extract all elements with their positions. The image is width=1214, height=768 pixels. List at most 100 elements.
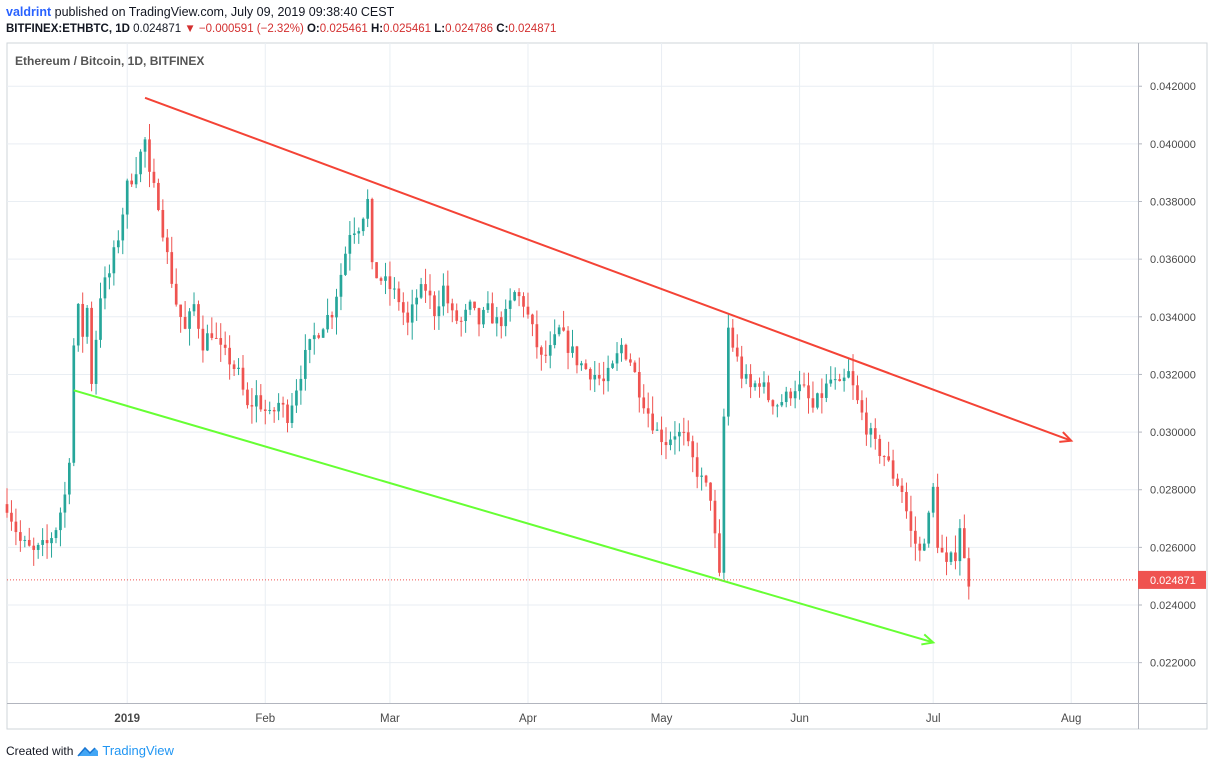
chart-frame	[6, 42, 1208, 730]
y-tick-label: 0.028000	[1150, 485, 1196, 497]
x-tick-label: Feb	[255, 713, 275, 725]
candle-body	[424, 284, 427, 291]
candle-body	[112, 247, 116, 274]
candle-body	[442, 285, 445, 307]
candle-body	[303, 349, 307, 379]
candle-body	[183, 316, 187, 329]
candle-body	[170, 252, 174, 284]
candle-body	[428, 290, 432, 296]
candle-body	[824, 383, 828, 398]
candle-body	[165, 237, 169, 253]
resistance-trendline	[144, 96, 1072, 442]
candle-body	[477, 308, 481, 325]
y-tick-label: 0.026000	[1150, 542, 1196, 554]
high-value: 0.025461	[383, 23, 432, 35]
candle-body	[802, 384, 806, 386]
resistance-arrowhead	[1059, 431, 1074, 443]
candle-body	[139, 151, 142, 175]
candle-body	[789, 391, 793, 399]
candle-body	[10, 512, 13, 522]
candle-body	[486, 303, 490, 310]
candle-body	[655, 429, 659, 431]
candle-body	[767, 382, 770, 401]
candle-body	[967, 558, 971, 587]
candle-body	[94, 339, 98, 384]
x-tick-label: 2019	[114, 713, 140, 725]
candle-body	[366, 198, 370, 219]
candle-body	[508, 300, 512, 309]
high-label: H:	[370, 23, 384, 35]
candle-body	[473, 301, 476, 309]
candle-body	[909, 511, 913, 531]
candle-body	[526, 306, 530, 315]
x-tick-label: Mar	[380, 713, 400, 725]
candle-body	[130, 180, 134, 185]
candle-body	[838, 379, 842, 382]
candle-body	[45, 540, 49, 544]
trendlines[interactable]	[73, 96, 1074, 646]
candle-body	[108, 273, 111, 278]
candle-body	[335, 296, 338, 318]
candle-body	[357, 231, 361, 234]
candle-body	[629, 359, 632, 363]
candle-body	[544, 354, 548, 356]
candle-body	[19, 532, 22, 541]
tradingview-logo-icon	[77, 746, 99, 756]
candle-body	[317, 335, 321, 338]
candle-body	[415, 297, 418, 305]
candle-body	[709, 482, 712, 501]
candle-body	[255, 395, 258, 407]
current-price-label-bg	[1138, 570, 1206, 589]
candle-body	[286, 404, 289, 423]
candle-body	[437, 306, 441, 317]
x-tick-label: Apr	[519, 713, 537, 725]
candle-body	[695, 457, 699, 477]
candle-body	[179, 304, 182, 317]
candle-body	[860, 400, 864, 413]
candle-body	[811, 398, 815, 408]
candle-body	[192, 304, 196, 312]
author-name[interactable]: valdrint	[6, 5, 52, 19]
candle-body	[735, 347, 739, 357]
tradingview-brand[interactable]: TradingView	[102, 743, 174, 758]
candle-body	[5, 504, 9, 513]
candle-body	[664, 442, 668, 446]
candle-body	[633, 362, 637, 373]
footer: Created with TradingView	[6, 743, 174, 758]
candle-body	[905, 491, 908, 512]
candle-body	[829, 379, 833, 384]
candle-body	[210, 333, 214, 338]
candle-body	[873, 428, 877, 439]
close-label: C:	[496, 23, 509, 35]
candle-body	[326, 314, 329, 330]
open-label: O:	[306, 23, 320, 35]
candle-body	[669, 439, 672, 446]
candle-body	[161, 209, 165, 238]
candle-body	[740, 356, 744, 379]
y-tick-label: 0.036000	[1150, 254, 1196, 266]
candle-body	[401, 302, 405, 313]
candle-body	[157, 182, 160, 210]
candle-body	[219, 338, 223, 345]
candle-body	[798, 384, 801, 392]
y-tick-label: 0.040000	[1150, 139, 1196, 151]
candle-body	[691, 441, 695, 458]
candle-body	[459, 320, 463, 322]
price-axis[interactable]: 0.042000 0.040000 0.038000 0.036000 0.034000…	[1138, 81, 1196, 670]
candle-body	[23, 539, 27, 541]
candle-body	[491, 303, 494, 324]
time-axis[interactable]: 2019 Feb Mar Apr May Jun Jul Aug	[114, 713, 1081, 725]
candle-body	[121, 214, 125, 241]
candle-body	[749, 374, 752, 388]
candle-body	[388, 276, 392, 290]
candle-body	[807, 385, 810, 399]
candle-body	[312, 335, 316, 340]
candle-body	[535, 324, 539, 348]
price-change: −0.000591 (−2.32%)	[198, 23, 304, 35]
candle-body	[651, 413, 654, 431]
y-tick-label: 0.030000	[1150, 427, 1196, 439]
candle-body	[272, 409, 276, 412]
candle-body	[54, 530, 58, 539]
candle-body	[931, 486, 935, 513]
